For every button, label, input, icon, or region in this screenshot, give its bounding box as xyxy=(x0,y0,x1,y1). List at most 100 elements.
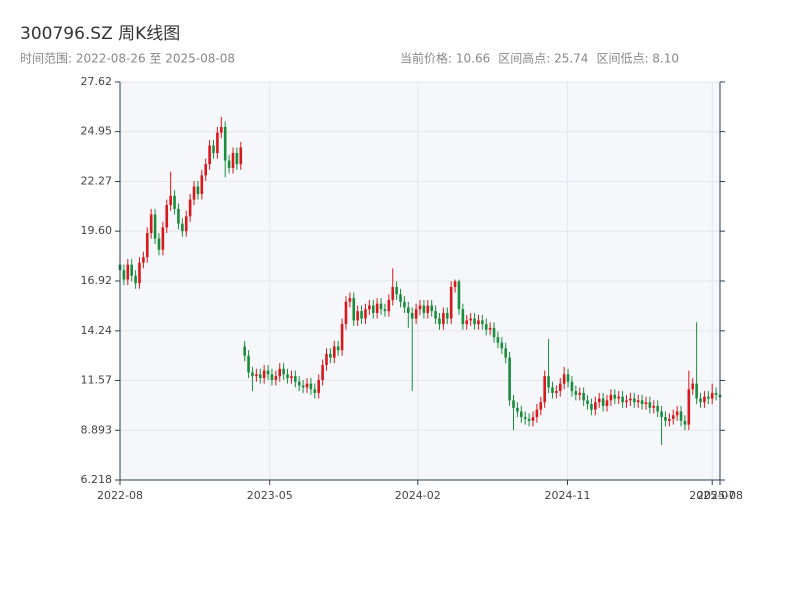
candle-body xyxy=(223,127,227,161)
candle-body xyxy=(145,233,149,258)
candle-body xyxy=(181,223,184,232)
y-tick-label: 27.62 xyxy=(81,75,113,88)
candle-body xyxy=(496,337,500,343)
candle-body xyxy=(523,417,527,419)
candle-body xyxy=(301,385,305,388)
candle-body xyxy=(675,411,679,416)
candle-body xyxy=(617,396,621,399)
candle-body xyxy=(231,153,235,168)
candle-body xyxy=(668,418,671,421)
candle-body xyxy=(691,383,695,390)
candle-body xyxy=(270,374,274,380)
candle-body xyxy=(551,387,554,393)
candle-body xyxy=(422,305,426,313)
candle-body xyxy=(714,392,718,395)
candle-body xyxy=(243,346,246,356)
candle-body xyxy=(317,379,321,393)
candle-body xyxy=(594,402,597,410)
candle-body xyxy=(192,186,196,200)
candle-body xyxy=(126,264,130,280)
candle-body xyxy=(516,407,519,412)
candle-body xyxy=(582,392,585,401)
candle-body xyxy=(153,214,157,239)
candle-body xyxy=(169,195,172,206)
candle-body xyxy=(258,374,262,379)
candle-body xyxy=(574,391,578,395)
candle-body xyxy=(590,404,593,410)
candle-body xyxy=(286,374,289,379)
candle-body xyxy=(442,312,445,325)
candle-body xyxy=(332,346,336,358)
candle-body xyxy=(527,418,531,421)
candle-body xyxy=(379,303,383,310)
candle-body xyxy=(208,145,211,165)
candle-body xyxy=(597,398,601,403)
candle-body xyxy=(138,262,141,284)
candle-body xyxy=(204,164,208,176)
candle-body xyxy=(555,391,558,393)
candle-body xyxy=(368,305,371,310)
candle-body xyxy=(473,318,476,325)
axes: 6.218 8.893 11.57 14.24 16.92 19.60 22.27 24.95… xyxy=(81,75,743,502)
candle-body xyxy=(130,264,133,276)
stat: 区间高点: 25.74 xyxy=(498,51,588,66)
candle-body xyxy=(512,400,515,408)
candle-body xyxy=(632,398,636,403)
candle-body xyxy=(142,257,145,263)
candle-body xyxy=(656,405,659,412)
candle-body xyxy=(519,411,523,418)
candle-body xyxy=(200,175,204,194)
candle-body xyxy=(184,216,188,232)
subtitle: 时间范围: 2022-08-26 至 2025-08-08 xyxy=(20,52,235,66)
y-tick-label: 22.27 xyxy=(81,174,113,187)
candle-body xyxy=(543,376,546,403)
candle-body xyxy=(504,348,508,358)
candle-body xyxy=(660,411,663,418)
candle-body xyxy=(449,286,453,319)
candle-body xyxy=(613,394,617,399)
candle-body xyxy=(695,383,698,399)
candle-body xyxy=(578,392,582,395)
candle-body xyxy=(562,374,566,384)
candle-body xyxy=(640,400,644,405)
candle-body xyxy=(278,368,282,377)
candle-body xyxy=(387,299,391,312)
candle-body xyxy=(500,342,504,349)
candle-body xyxy=(492,327,496,338)
candle-body xyxy=(403,301,406,308)
candle-body xyxy=(395,286,398,295)
candle-body xyxy=(445,312,449,319)
y-tick-label: 8.893 xyxy=(81,423,113,436)
candle-body xyxy=(652,405,656,408)
candle-body xyxy=(687,389,691,425)
candle-body xyxy=(348,298,352,302)
candle-body xyxy=(371,305,375,313)
y-tick-label: 19.60 xyxy=(81,224,113,237)
candle-body xyxy=(294,376,297,382)
candle-body xyxy=(196,186,200,194)
candle-body xyxy=(605,400,609,406)
candle-body xyxy=(274,376,278,380)
candle-body xyxy=(469,318,472,321)
candle-body xyxy=(710,392,714,399)
x-tick-label: 2023-05 xyxy=(247,489,293,502)
candle-body xyxy=(625,400,628,403)
candle-body xyxy=(558,383,562,392)
candle-body xyxy=(188,199,192,217)
x-tick-label: 2024-02 xyxy=(395,489,441,502)
candle-body xyxy=(644,402,648,405)
candle-body xyxy=(266,370,270,375)
candle-body xyxy=(481,320,484,325)
candle-body xyxy=(586,400,589,405)
candle-body xyxy=(535,409,539,418)
candle-body xyxy=(177,208,180,224)
candle-body xyxy=(399,294,402,302)
x-tick-label: 2024-11 xyxy=(545,489,591,502)
candle-body xyxy=(297,381,301,386)
candle-body xyxy=(636,400,640,403)
candle-body xyxy=(325,353,328,366)
candle-body xyxy=(251,372,254,377)
y-tick-label: 11.57 xyxy=(81,373,113,386)
candle-body xyxy=(383,309,387,312)
